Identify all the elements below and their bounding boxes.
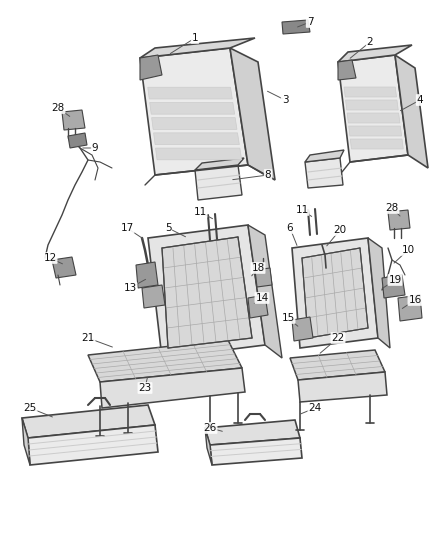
Text: 20: 20 (333, 225, 346, 235)
Text: 12: 12 (43, 253, 57, 263)
Polygon shape (347, 113, 400, 123)
Text: 19: 19 (389, 275, 402, 285)
Polygon shape (344, 87, 396, 97)
Polygon shape (52, 257, 76, 278)
Polygon shape (368, 238, 390, 348)
Polygon shape (155, 148, 242, 160)
Polygon shape (136, 262, 158, 288)
Text: 10: 10 (402, 245, 414, 255)
Text: 17: 17 (120, 223, 134, 233)
Text: 6: 6 (287, 223, 293, 233)
Text: 7: 7 (307, 17, 313, 27)
Polygon shape (248, 295, 268, 318)
Text: 16: 16 (408, 295, 422, 305)
Text: 13: 13 (124, 283, 137, 293)
Polygon shape (248, 225, 282, 358)
Text: 2: 2 (367, 37, 373, 47)
Polygon shape (305, 158, 343, 188)
Polygon shape (140, 55, 162, 80)
Polygon shape (150, 102, 235, 114)
Polygon shape (349, 126, 402, 136)
Text: 5: 5 (165, 223, 171, 233)
Text: 24: 24 (308, 403, 321, 413)
Text: 26: 26 (203, 423, 217, 433)
Text: 14: 14 (255, 293, 268, 303)
Polygon shape (62, 110, 85, 130)
Polygon shape (154, 133, 239, 144)
Polygon shape (298, 372, 387, 402)
Text: 23: 23 (138, 383, 152, 393)
Polygon shape (398, 295, 422, 321)
Polygon shape (205, 420, 300, 445)
Polygon shape (230, 48, 275, 180)
Polygon shape (350, 139, 403, 149)
Polygon shape (395, 55, 428, 168)
Polygon shape (290, 350, 385, 380)
Polygon shape (22, 405, 155, 438)
Text: 28: 28 (385, 203, 399, 213)
Polygon shape (338, 60, 356, 80)
Polygon shape (28, 425, 158, 465)
Text: 25: 25 (23, 403, 37, 413)
Polygon shape (205, 428, 212, 465)
Polygon shape (305, 150, 344, 162)
Text: 4: 4 (417, 95, 423, 105)
Polygon shape (100, 368, 245, 408)
Text: 11: 11 (193, 207, 207, 217)
Text: 3: 3 (282, 95, 288, 105)
Text: 18: 18 (251, 263, 265, 273)
Polygon shape (142, 285, 165, 308)
Polygon shape (338, 45, 412, 62)
Polygon shape (140, 48, 248, 175)
Polygon shape (195, 158, 244, 170)
Polygon shape (346, 100, 398, 110)
Polygon shape (195, 165, 242, 200)
Polygon shape (148, 225, 265, 358)
Text: 22: 22 (332, 333, 345, 343)
Polygon shape (140, 38, 255, 58)
Polygon shape (382, 275, 405, 298)
Text: 28: 28 (51, 103, 65, 113)
Polygon shape (302, 248, 368, 338)
Polygon shape (152, 118, 237, 130)
Text: 21: 21 (81, 333, 95, 343)
Polygon shape (162, 237, 252, 348)
Text: 9: 9 (92, 143, 98, 153)
Text: 1: 1 (192, 33, 198, 43)
Polygon shape (338, 55, 408, 162)
Polygon shape (148, 87, 232, 99)
Polygon shape (68, 133, 87, 148)
Polygon shape (88, 340, 242, 382)
Polygon shape (210, 438, 302, 465)
Polygon shape (22, 418, 30, 465)
Polygon shape (292, 317, 313, 341)
Polygon shape (255, 268, 272, 287)
Text: 11: 11 (295, 205, 309, 215)
Text: 15: 15 (281, 313, 295, 323)
Polygon shape (388, 210, 410, 230)
Text: 8: 8 (265, 170, 271, 180)
Polygon shape (282, 20, 310, 34)
Polygon shape (292, 238, 378, 348)
